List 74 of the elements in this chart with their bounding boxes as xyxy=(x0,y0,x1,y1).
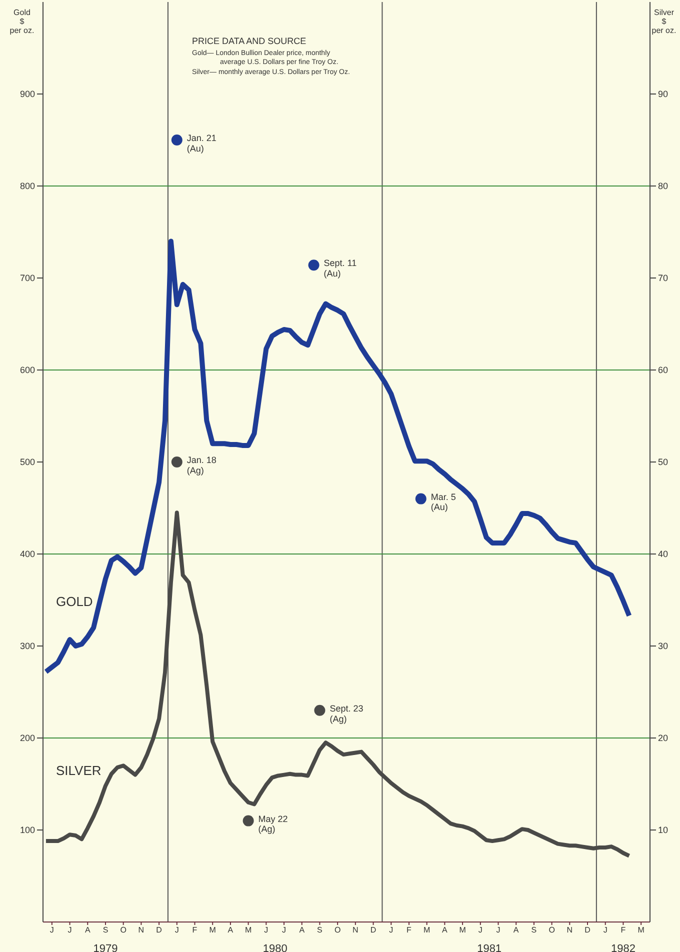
y-tick-label: 400 xyxy=(20,549,35,560)
y-tick-label: 600 xyxy=(20,365,35,376)
x-tick-label: J xyxy=(603,926,608,935)
x-tick-label: J xyxy=(478,926,482,935)
x-tick-label: J xyxy=(264,926,268,935)
y2-tick-label: 90 xyxy=(658,89,668,100)
text: 1982 xyxy=(610,942,636,952)
x-tick-label: O xyxy=(548,926,555,935)
y-axis-title: Gold $ per oz. xyxy=(8,8,36,35)
y2-tick-label: 30 xyxy=(658,641,668,652)
text: 1980 xyxy=(262,942,288,952)
x-tick-label: J xyxy=(282,926,286,935)
x-tick-label: M xyxy=(424,926,430,935)
data-label: Jan. 18 (Ag) xyxy=(186,455,216,476)
x-tick-label: M xyxy=(244,926,252,935)
annotation: PRICE DATA AND SOURCE xyxy=(192,35,308,48)
x-tick-label: J xyxy=(174,926,179,935)
series-label: SILVER xyxy=(56,763,102,778)
x-tick-label: N xyxy=(566,926,573,935)
x-tick-label: A xyxy=(513,926,520,935)
x-tick-label: A xyxy=(228,926,234,935)
data-label: May 22 (Ag) xyxy=(258,814,288,834)
x-tick-label: N xyxy=(352,926,359,935)
x-tick-label: J xyxy=(68,926,72,935)
x-tick-label: O xyxy=(334,926,341,935)
data-label: Mar. 5 (Au) xyxy=(430,492,456,512)
point xyxy=(171,456,182,468)
series-label: GOLD xyxy=(56,594,93,609)
y-tick-label: 900 xyxy=(20,89,35,100)
x-tick-label: J xyxy=(496,926,500,935)
y-tick-label: 300 xyxy=(20,641,35,652)
y-tick-label: 100 xyxy=(20,825,35,836)
y2-tick-label: 10 xyxy=(658,825,668,836)
x-tick-label: M xyxy=(638,926,645,935)
data-label: Jan. 21 (Au) xyxy=(186,133,216,154)
y2-tick-label: 40 xyxy=(658,549,668,560)
x-tick-label: A xyxy=(84,926,91,935)
x-tick-label: F xyxy=(406,926,412,935)
x-tick-label: S xyxy=(531,926,537,935)
y2-tick-label: 70 xyxy=(658,273,668,284)
x-tick-label: J xyxy=(389,926,394,935)
x-tick-label: F xyxy=(192,926,198,935)
x-tick-label: D xyxy=(156,926,162,935)
x-tick-label: O xyxy=(120,926,126,935)
point xyxy=(308,260,320,271)
y2-tick-label: 80 xyxy=(658,181,668,192)
x-tick-label: F xyxy=(620,926,626,935)
x-tick-label: J xyxy=(50,926,54,935)
y-tick-label: 700 xyxy=(20,273,35,284)
x-tick-label: M xyxy=(209,926,216,935)
y-tick-label: 200 xyxy=(20,733,35,744)
x-tick-label: D xyxy=(584,926,591,935)
point xyxy=(415,493,426,504)
y2-tick-label: 60 xyxy=(658,365,668,376)
x-tick-label: A xyxy=(299,926,306,935)
point xyxy=(171,134,182,146)
line-series xyxy=(44,510,632,858)
x-tick-label: M xyxy=(459,926,466,935)
text: 1981 xyxy=(477,942,502,952)
x-tick-label: S xyxy=(317,926,322,935)
text: 1979 xyxy=(93,942,118,952)
point xyxy=(242,815,254,826)
x-tick-label: N xyxy=(138,926,144,935)
data-label: Sept. 23 (Ag) xyxy=(330,703,364,724)
data-label: Sept. 11 (Au) xyxy=(324,258,357,278)
y-tick-label: 800 xyxy=(20,181,35,192)
point xyxy=(314,704,326,716)
y2-axis-title: Silver $ per oz. xyxy=(650,8,678,35)
x-tick-label: A xyxy=(442,926,448,935)
y2-tick-label: 20 xyxy=(658,733,668,744)
y2-tick-label: 50 xyxy=(658,457,668,468)
y-tick-label: 500 xyxy=(20,457,35,468)
x-tick-label: S xyxy=(102,926,108,935)
x-tick-label: D xyxy=(370,926,376,935)
